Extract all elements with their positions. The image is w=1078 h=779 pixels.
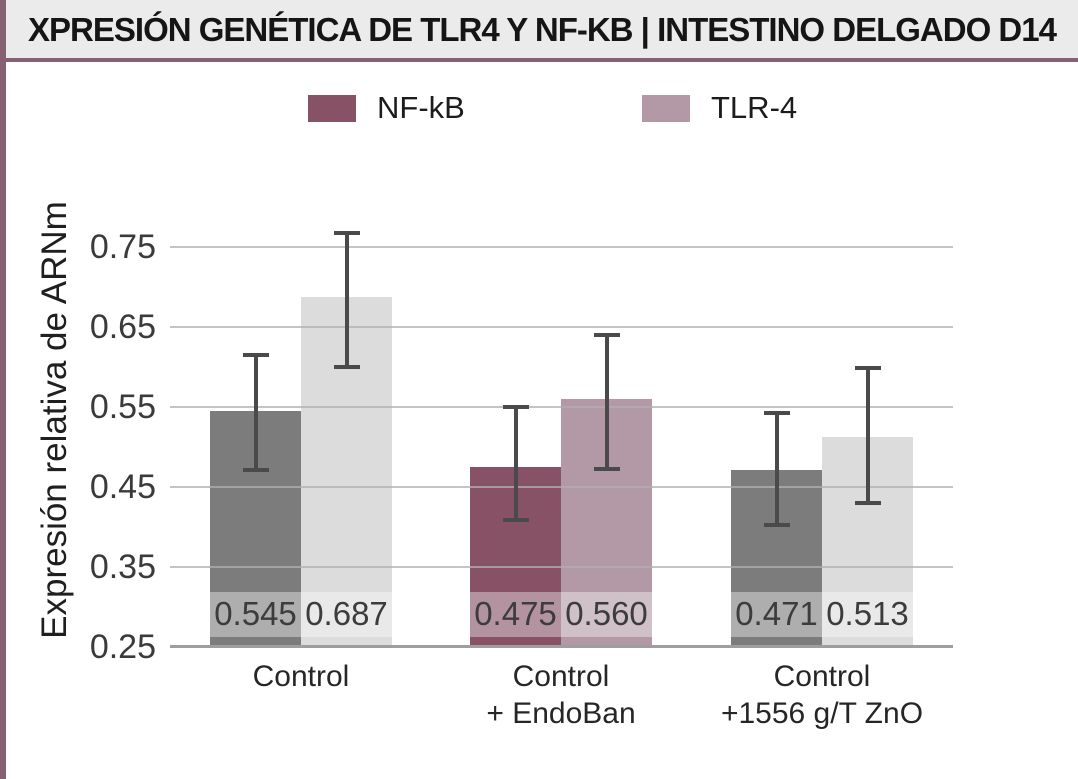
- error-bar-line: [513, 407, 518, 520]
- error-bar-line: [604, 335, 609, 469]
- value-label-band: [470, 592, 561, 637]
- accent-strip: [0, 0, 6, 779]
- y-tick-label: 0.35: [89, 548, 156, 586]
- y-tick-label: 0.55: [89, 388, 156, 426]
- error-bar-cap-bottom: [502, 517, 529, 522]
- error-bar-line: [865, 367, 870, 503]
- x-category-label: Control +1556 g/T ZnO: [672, 658, 972, 732]
- value-label-band: [822, 592, 913, 637]
- error-bar-cap-top: [502, 405, 529, 409]
- legend-swatch-nfkb: [308, 94, 356, 122]
- gridline-0.45: [170, 486, 953, 488]
- error-bar-line: [774, 412, 779, 525]
- title-bar: XPRESIÓN GENÉTICA DE TLR4 Y NF-KB | INTE…: [6, 0, 1078, 62]
- bar-value-label: 0.471: [735, 595, 818, 632]
- error-bar-cap-bottom: [854, 501, 881, 505]
- y-tick-label: 0.45: [89, 468, 156, 506]
- gridline-0.65: [170, 326, 953, 328]
- error-bar-line: [344, 232, 349, 367]
- value-label-band: [210, 592, 301, 637]
- legend-label-tlr4: TLR-4: [711, 90, 798, 125]
- x-axis-line: [170, 645, 953, 648]
- value-label-band: [301, 592, 392, 637]
- legend-swatch-tlr4: [642, 94, 690, 122]
- error-bar-line: [253, 355, 258, 471]
- bar-value-label: 0.560: [565, 595, 648, 632]
- x-category-line: Control: [773, 660, 871, 693]
- legend-label-nfkb: NF-kB: [377, 90, 465, 125]
- error-bar-cap-top: [333, 230, 360, 235]
- bar-value-label: 0.545: [214, 595, 297, 632]
- bar-value-label: 0.687: [305, 595, 388, 632]
- error-bar-cap-bottom: [593, 466, 620, 471]
- value-label-band: [561, 592, 652, 637]
- y-tick-label: 0.65: [89, 308, 156, 346]
- error-bar-cap-top: [763, 410, 790, 415]
- x-category-line: Control: [512, 660, 610, 693]
- gridline-0.75: [170, 246, 953, 248]
- y-tick-label: 0.75: [89, 228, 156, 266]
- legend-item-nfkb: NF-kB: [308, 90, 465, 125]
- y-tick-label: 0.25: [89, 628, 156, 666]
- bar-value-label: 0.475: [474, 595, 557, 632]
- error-bar-cap-top: [854, 365, 881, 370]
- error-bar-cap-bottom: [333, 365, 360, 369]
- error-bar-cap-bottom: [763, 522, 790, 527]
- x-category-line: +1556 g/T ZnO: [720, 697, 924, 730]
- error-bar-cap-top: [593, 333, 620, 337]
- x-category-label: Control: [151, 658, 451, 695]
- value-label-band: [731, 592, 822, 637]
- x-category-label: Control + EndoBan: [411, 658, 711, 732]
- error-bar-cap-bottom: [242, 468, 269, 473]
- x-category-line: Control: [252, 660, 350, 693]
- x-category-line: + EndoBan: [486, 697, 636, 730]
- bar-value-label: 0.513: [826, 595, 909, 632]
- gridline-0.35: [170, 566, 953, 568]
- legend-item-tlr4: TLR-4: [642, 90, 798, 125]
- error-bar-cap-top: [242, 353, 269, 357]
- gridline-0.55: [170, 406, 953, 408]
- page-title: XPRESIÓN GENÉTICA DE TLR4 Y NF-KB | INTE…: [28, 11, 1057, 48]
